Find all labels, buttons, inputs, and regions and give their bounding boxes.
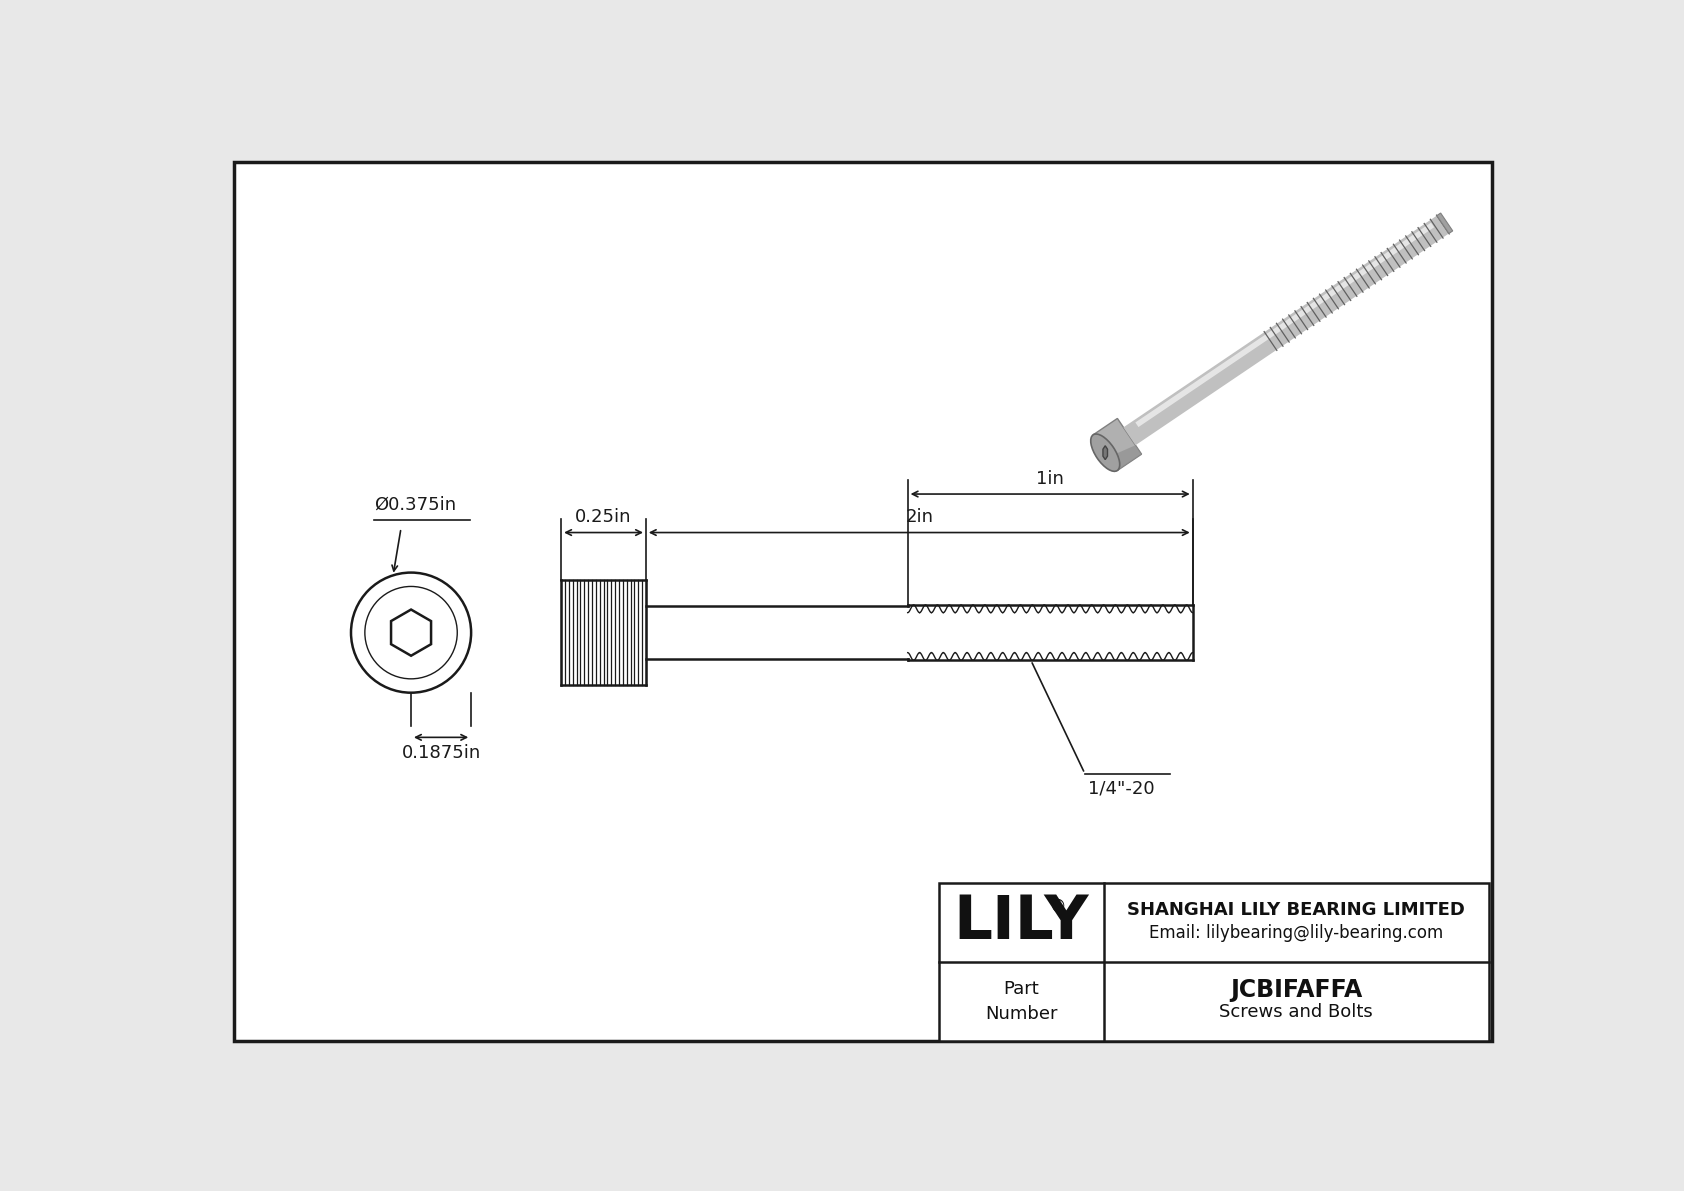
Text: Part
Number: Part Number: [985, 980, 1058, 1023]
Polygon shape: [391, 610, 431, 656]
Bar: [561, 580, 647, 685]
Text: Ø0.375in: Ø0.375in: [374, 497, 456, 515]
Polygon shape: [1108, 445, 1142, 470]
Text: 2in: 2in: [906, 509, 933, 526]
Polygon shape: [1123, 216, 1448, 445]
Circle shape: [365, 586, 458, 679]
Bar: [647, 606, 908, 659]
Text: 0.1875in: 0.1875in: [401, 743, 480, 761]
Ellipse shape: [1091, 434, 1120, 472]
Text: 1in: 1in: [1036, 470, 1064, 488]
Text: Email: lilybearing@lily-bearing.com: Email: lilybearing@lily-bearing.com: [1148, 924, 1443, 942]
Text: 0.25in: 0.25in: [576, 509, 632, 526]
Bar: [908, 605, 1192, 660]
Polygon shape: [1093, 418, 1142, 470]
Circle shape: [350, 573, 472, 693]
Text: ®: ®: [1049, 898, 1066, 916]
Text: Screws and Bolts: Screws and Bolts: [1219, 1003, 1372, 1021]
Text: JCBIFAFFA: JCBIFAFFA: [1231, 979, 1362, 1003]
Bar: [938, 883, 1489, 1041]
Text: SHANGHAI LILY BEARING LIMITED: SHANGHAI LILY BEARING LIMITED: [1127, 902, 1465, 919]
Polygon shape: [1103, 445, 1108, 460]
Text: 1/4"-20: 1/4"-20: [1088, 780, 1155, 798]
Text: LILY: LILY: [953, 893, 1090, 952]
Polygon shape: [1436, 213, 1453, 233]
